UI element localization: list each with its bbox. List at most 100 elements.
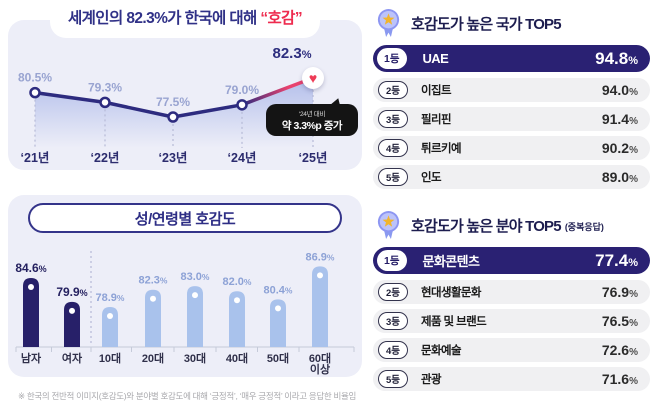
value-unit: %	[628, 54, 638, 67]
bar-chart: 84.6% 남자 79.9% 여자 78.9% 10대 82.3% 20대 83.0% 30대 82…	[15, 251, 355, 376]
country-rank-row-3: 3등 필리핀 91.4%	[373, 107, 650, 131]
country-value: 94.0%	[602, 82, 638, 98]
svg-text:여자: 여자	[62, 351, 83, 365]
svg-text:80.5%: 80.5%	[18, 71, 52, 85]
annotation-line2: 약 3.3%p 증가	[281, 120, 343, 132]
field-name: 제품 및 브랜드	[421, 316, 487, 328]
field-value: 72.6%	[602, 342, 638, 358]
medal-icon	[377, 8, 400, 37]
field-rank-row-4: 4등 문화예술 72.6%	[373, 338, 650, 362]
line-chart-title-tab	[50, 0, 320, 38]
svg-text:‘23년: ‘23년	[159, 151, 188, 165]
svg-text:79.9%: 79.9%	[56, 285, 87, 299]
rank-badge: 3등	[378, 110, 408, 128]
svg-text:10대: 10대	[99, 351, 121, 365]
field-rank-row-3: 3등 제품 및 브랜드 76.5%	[373, 309, 650, 333]
latest-value-unit: %	[301, 49, 312, 61]
svg-text:80.4%: 80.4%	[264, 284, 293, 296]
svg-text:86.9%: 86.9%	[306, 251, 335, 263]
line-chart-title: 세계인의 82.3%가 한국에 대해 “호감”	[8, 6, 362, 28]
field-top5-subtitle: (중복응답)	[564, 222, 604, 232]
country-top5-header: 호감도가 높은 국가 TOP5	[373, 6, 650, 40]
svg-text:40대: 40대	[226, 351, 248, 365]
svg-text:‘21년: ‘21년	[21, 151, 50, 165]
left-column: 세계인의 82.3%가 한국에 대해 “호감” 80.5% 79.3% 77.5% 7…	[8, 0, 362, 410]
latest-value-label: 82.3%	[242, 45, 342, 62]
bar-chart-title: 성/연령별 호감도	[28, 203, 342, 233]
latest-value-number: 82.3	[272, 45, 302, 62]
country-name: 인도	[421, 172, 442, 184]
line-chart: 80.5% 79.3% 77.5% 79.0% ‘21년 ‘22년 ‘23년 ‘24년 ‘25년	[18, 71, 328, 165]
value-number: 76.5	[601, 313, 630, 329]
field-value: 76.9%	[602, 284, 638, 300]
svg-text:20대: 20대	[142, 351, 164, 365]
rank-badge: 5등	[378, 168, 408, 186]
field-value: 76.5%	[602, 313, 638, 329]
rank-badge: 5등	[378, 370, 408, 388]
value-unit: %	[629, 289, 638, 300]
annotation-line1: ‘24년 대비	[298, 111, 326, 118]
value-number: 76.9	[601, 284, 630, 300]
line-chart-title-text: 세계인의 82.3%가 한국에 대해	[67, 10, 261, 27]
field-name: 문화예술	[421, 345, 462, 357]
rank-badge: 2등	[378, 283, 408, 301]
field-value: 71.6%	[602, 371, 638, 387]
svg-text:77.5%: 77.5%	[156, 95, 190, 109]
value-number: 94.8	[595, 48, 629, 68]
value-number: 91.4	[601, 111, 630, 127]
rank-badge: 4등	[378, 139, 408, 157]
svg-text:78.9%: 78.9%	[96, 292, 125, 304]
field-rank-row-1: 1등 문화콘텐츠 77.4%	[373, 247, 650, 274]
footnote: ※ 한국의 전반적 이미지(호감도)와 분야별 호감도에 대해 ‘긍정적’, ‘…	[18, 391, 357, 401]
value-unit: %	[629, 145, 638, 156]
svg-text:79.3%: 79.3%	[88, 80, 122, 94]
country-top5-section: 호감도가 높은 국가 TOP5 1등 UAE 94.8% 2등 이집트 94.0…	[373, 6, 650, 194]
field-rank-row-5: 5등 관광 71.6%	[373, 367, 650, 391]
field-name: 문화콘텐츠	[422, 254, 480, 269]
country-rank-row-4: 4등 튀르키예 90.2%	[373, 136, 650, 160]
rank-badge: 2등	[378, 81, 408, 99]
value-unit: %	[629, 376, 638, 387]
heart-marker: ♥	[302, 67, 324, 89]
rank-badge: 1등	[377, 48, 407, 69]
field-top5-section: 호감도가 높은 분야 TOP5 (중복응답) 1등 문화콘텐츠 77.4% 2등…	[373, 208, 650, 396]
svg-text:‘22년: ‘22년	[91, 151, 120, 165]
heart-icon: ♥	[308, 70, 318, 86]
svg-text:‘25년: ‘25년	[299, 151, 328, 165]
country-rank-row-2: 2등 이집트 94.0%	[373, 78, 650, 102]
field-top5-header: 호감도가 높은 분야 TOP5 (중복응답)	[373, 208, 650, 242]
field-top5-title: 호감도가 높은 분야 TOP5	[411, 217, 562, 235]
country-name: 튀르키예	[421, 143, 462, 155]
country-rank-row-1: 1등 UAE 94.8%	[373, 45, 650, 72]
gender-age-panel: 성/연령별 호감도 84.6% 남자 79.9% 여자 78.9% 10대 82.3% 20대…	[8, 195, 362, 377]
svg-text:50대: 50대	[267, 351, 289, 365]
favorability-trend-panel: 80.5% 79.3% 77.5% 79.0% ‘21년 ‘22년 ‘23년 ‘24년 ‘25년…	[8, 20, 362, 170]
rank-badge: 4등	[378, 341, 408, 359]
value-unit: %	[629, 174, 638, 185]
value-number: 90.2	[601, 140, 630, 156]
medal-icon	[377, 210, 400, 239]
country-value: 94.8%	[595, 49, 638, 69]
right-column: 호감도가 높은 국가 TOP5 1등 UAE 94.8% 2등 이집트 94.0…	[373, 0, 650, 410]
svg-text:‘24년: ‘24년	[228, 151, 257, 165]
rank-badge: 3등	[378, 312, 408, 330]
value-number: 71.6	[601, 371, 630, 387]
country-name: 이집트	[421, 85, 452, 97]
increase-annotation-bubble: ‘24년 대비 약 3.3%p 증가	[266, 104, 358, 136]
value-unit: %	[629, 87, 638, 98]
svg-text:83.0%: 83.0%	[181, 271, 210, 283]
svg-text:82.3%: 82.3%	[139, 275, 168, 287]
svg-text:82.0%: 82.0%	[223, 276, 252, 288]
value-number: 94.0	[601, 82, 630, 98]
value-unit: %	[629, 116, 638, 127]
value-unit: %	[629, 347, 638, 358]
svg-text:남자: 남자	[21, 351, 42, 365]
svg-text:30대: 30대	[184, 351, 206, 365]
value-unit: %	[628, 256, 638, 269]
svg-text:79.0%: 79.0%	[225, 83, 259, 97]
field-name: 현대생활문화	[421, 287, 481, 299]
line-chart-title-highlight: “호감”	[260, 10, 302, 27]
value-number: 77.4	[595, 250, 629, 270]
country-value: 90.2%	[602, 140, 638, 156]
